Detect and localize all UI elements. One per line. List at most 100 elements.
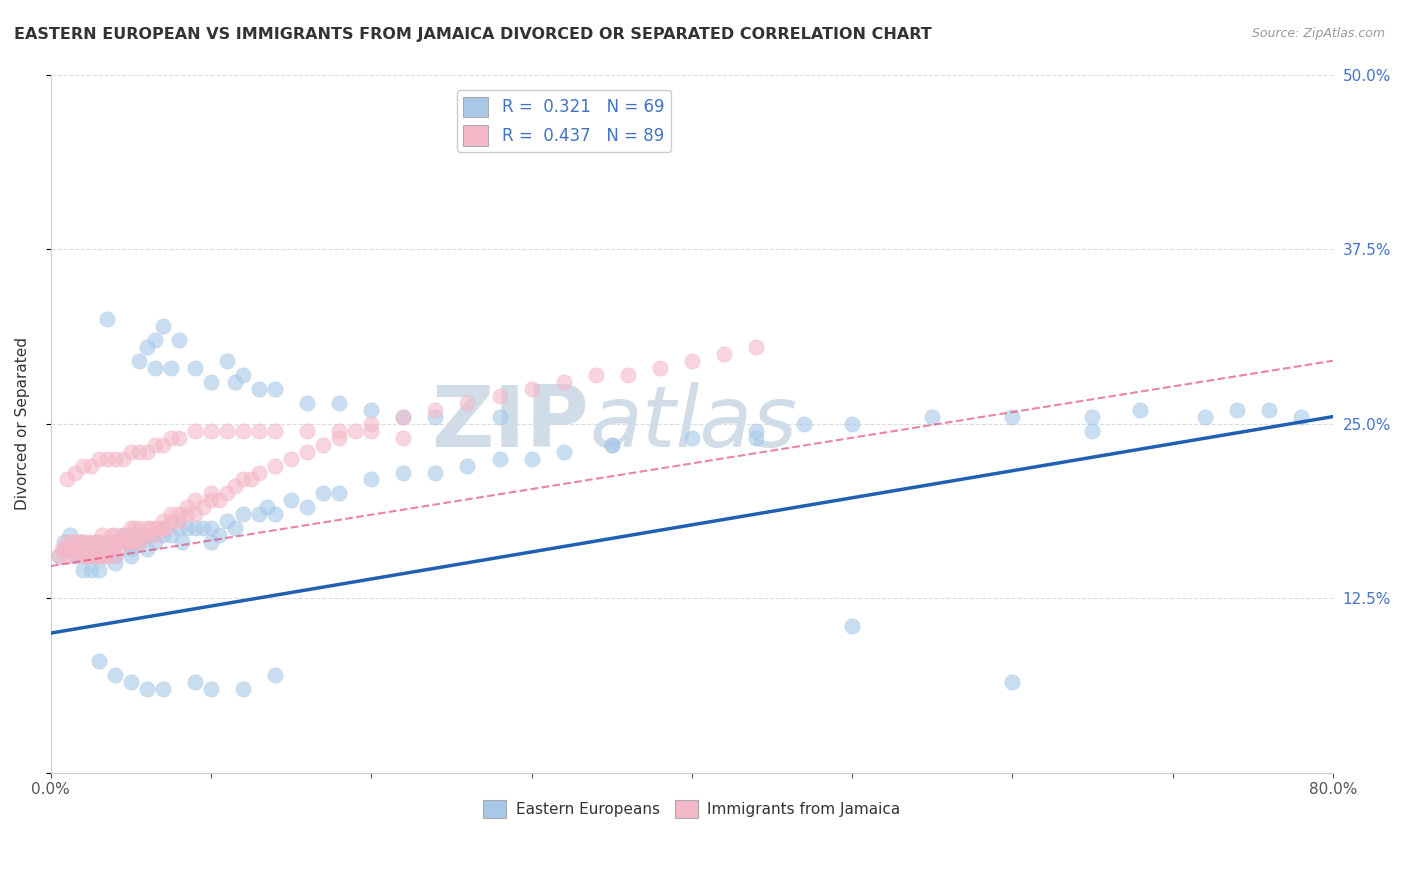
Point: [136, 444, 159, 458]
Point: [67, 542, 90, 557]
Point: [167, 521, 190, 535]
Point: [200, 486, 222, 500]
Point: [136, 681, 159, 696]
Point: [59, 528, 82, 542]
Point: [96, 535, 118, 549]
Point: [122, 528, 145, 542]
Point: [91, 528, 114, 542]
Point: [392, 431, 415, 445]
Point: [224, 521, 246, 535]
Point: [200, 521, 222, 535]
Point: [139, 528, 162, 542]
Point: [152, 318, 174, 333]
Point: [56, 549, 79, 564]
Point: [232, 368, 254, 382]
Point: [520, 451, 543, 466]
Point: [297, 444, 319, 458]
Point: [143, 528, 166, 542]
Point: [56, 473, 79, 487]
Point: [553, 375, 575, 389]
Point: [75, 549, 97, 564]
Point: [184, 521, 207, 535]
Point: [793, 417, 815, 431]
Point: [681, 353, 703, 368]
Point: [87, 549, 110, 564]
Point: [111, 528, 134, 542]
Point: [1129, 402, 1152, 417]
Point: [52, 542, 75, 557]
Point: [96, 451, 118, 466]
Point: [63, 549, 86, 564]
Point: [152, 437, 174, 451]
Point: [143, 437, 166, 451]
Point: [713, 347, 735, 361]
Point: [520, 382, 543, 396]
Point: [360, 473, 382, 487]
Point: [247, 508, 270, 522]
Point: [184, 675, 207, 690]
Point: [184, 360, 207, 375]
Point: [122, 521, 145, 535]
Point: [120, 444, 142, 458]
Point: [167, 333, 190, 347]
Point: [72, 458, 94, 473]
Point: [120, 521, 142, 535]
Point: [264, 424, 287, 438]
Point: [1226, 402, 1249, 417]
Point: [1257, 402, 1279, 417]
Point: [72, 563, 94, 577]
Point: [184, 493, 207, 508]
Point: [200, 375, 222, 389]
Point: [600, 437, 623, 451]
Point: [921, 409, 943, 424]
Point: [120, 675, 142, 690]
Point: [87, 535, 110, 549]
Point: [1081, 409, 1104, 424]
Point: [120, 542, 142, 557]
Point: [115, 535, 138, 549]
Point: [488, 409, 510, 424]
Point: [52, 535, 75, 549]
Point: [184, 508, 207, 522]
Point: [160, 508, 183, 522]
Point: [240, 473, 263, 487]
Point: [200, 493, 222, 508]
Point: [56, 542, 79, 557]
Point: [264, 668, 287, 682]
Point: [264, 508, 287, 522]
Point: [91, 542, 114, 557]
Point: [360, 424, 382, 438]
Point: [425, 466, 447, 480]
Point: [104, 535, 127, 549]
Point: [96, 312, 118, 326]
Point: [160, 515, 183, 529]
Point: [224, 375, 246, 389]
Point: [72, 535, 94, 549]
Point: [176, 500, 198, 515]
Point: [69, 535, 91, 549]
Point: [160, 528, 183, 542]
Point: [56, 535, 79, 549]
Point: [69, 535, 91, 549]
Point: [745, 424, 768, 438]
Point: [297, 395, 319, 409]
Point: [87, 563, 110, 577]
Point: [80, 458, 103, 473]
Point: [312, 437, 335, 451]
Point: [217, 515, 239, 529]
Point: [745, 340, 768, 354]
Point: [87, 542, 110, 557]
Point: [139, 521, 162, 535]
Y-axis label: Divorced or Separated: Divorced or Separated: [15, 337, 30, 510]
Point: [264, 382, 287, 396]
Point: [841, 417, 863, 431]
Point: [392, 409, 415, 424]
Point: [280, 451, 302, 466]
Point: [72, 549, 94, 564]
Point: [104, 556, 127, 570]
Point: [83, 549, 105, 564]
Point: [280, 493, 302, 508]
Point: [160, 431, 183, 445]
Point: [120, 549, 142, 564]
Point: [117, 535, 139, 549]
